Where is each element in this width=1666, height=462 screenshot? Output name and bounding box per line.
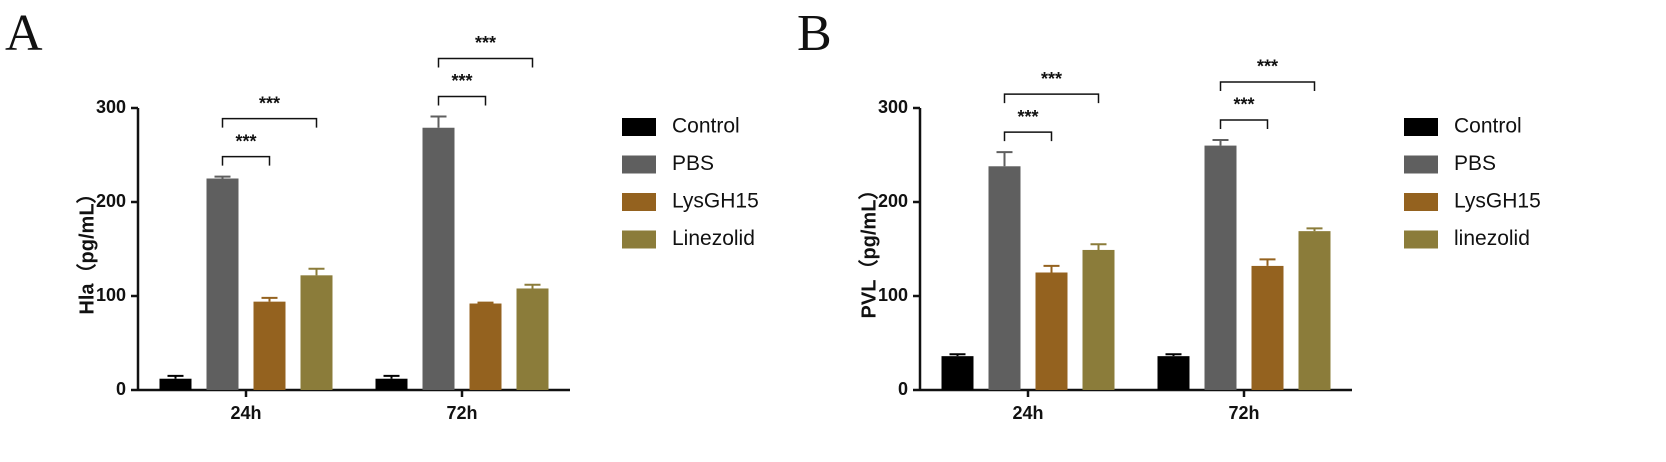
error-bar — [167, 374, 184, 379]
error-bar — [430, 115, 447, 128]
error-bar — [949, 353, 966, 357]
significance-bracket — [437, 95, 487, 106]
significance-label: *** — [259, 93, 280, 113]
error-bar — [308, 267, 325, 276]
bar — [375, 378, 408, 390]
bar — [1035, 272, 1068, 390]
bar — [159, 378, 192, 390]
legend-label: Control — [672, 115, 740, 138]
error-bar — [996, 151, 1013, 167]
y-axis-label: PVL（pg/mL） — [857, 180, 880, 319]
panel-label: B — [797, 5, 832, 62]
bar — [1157, 356, 1190, 390]
x-tick-label: 24h — [230, 403, 261, 423]
error-bar — [477, 301, 494, 304]
y-tick-label: 200 — [878, 191, 908, 211]
chart-panel: BPVL（pg/mL）010020030024h******72h******C… — [797, 5, 1541, 423]
significance-bracket — [221, 117, 318, 128]
y-tick-label: 200 — [96, 191, 126, 211]
bar — [469, 303, 502, 390]
significance-label: *** — [1257, 57, 1278, 77]
bar — [422, 127, 455, 391]
legend-label: linezolid — [1454, 227, 1530, 250]
legend-label: Control — [1454, 115, 1522, 138]
legend-swatch — [1404, 193, 1438, 211]
y-tick-label: 100 — [96, 285, 126, 305]
error-bar — [1259, 258, 1276, 266]
y-tick-label: 100 — [878, 285, 908, 305]
legend-swatch — [1404, 155, 1438, 174]
x-tick-label: 24h — [1012, 403, 1043, 423]
error-bar — [1165, 353, 1182, 357]
y-tick-label: 0 — [898, 379, 908, 399]
legend-label: PBS — [1454, 152, 1496, 175]
error-bar — [1090, 243, 1107, 250]
legend-swatch — [622, 155, 656, 174]
chart-panel: AHla（pg/mL）010020030024h******72h******C… — [5, 5, 759, 423]
significance-label: *** — [475, 33, 496, 53]
bar — [1298, 231, 1331, 390]
significance-bracket — [221, 155, 271, 166]
legend-swatch — [622, 230, 656, 249]
legend-swatch — [622, 118, 656, 136]
bar — [206, 178, 239, 390]
x-tick-label: 72h — [1228, 403, 1259, 423]
error-bar — [383, 374, 400, 379]
legend-swatch — [622, 193, 656, 211]
legend-label: LysGH15 — [672, 190, 759, 213]
bar — [988, 166, 1021, 390]
significance-bracket — [1003, 93, 1100, 104]
error-bar — [214, 175, 231, 179]
significance-bracket — [437, 57, 534, 68]
significance-label: *** — [235, 131, 256, 151]
bar — [1082, 249, 1115, 390]
panel-label: A — [5, 5, 43, 62]
error-bar — [524, 283, 541, 289]
y-tick-label: 300 — [878, 97, 908, 117]
error-bar — [1306, 227, 1323, 232]
bar — [1204, 145, 1237, 390]
legend-swatch — [1404, 230, 1438, 249]
y-tick-label: 300 — [96, 97, 126, 117]
legend-label: PBS — [672, 152, 714, 175]
bar — [941, 356, 974, 390]
significance-label: *** — [1017, 107, 1038, 127]
significance-label: *** — [1041, 69, 1062, 89]
legend-label: Linezolid — [672, 227, 755, 250]
error-bar — [1212, 138, 1229, 146]
legend-swatch — [1404, 118, 1438, 136]
y-tick-label: 0 — [116, 379, 126, 399]
error-bar — [1043, 264, 1060, 273]
significance-bracket — [1219, 119, 1269, 129]
bar — [1251, 265, 1284, 390]
y-axis-label: Hla（pg/mL） — [75, 183, 98, 314]
bar — [253, 301, 286, 390]
significance-label: *** — [451, 71, 472, 91]
bar — [300, 275, 333, 390]
legend-label: LysGH15 — [1454, 190, 1541, 213]
x-tick-label: 72h — [446, 403, 477, 423]
significance-bracket — [1003, 131, 1053, 142]
significance-bracket — [1219, 81, 1316, 91]
bar — [516, 288, 549, 390]
error-bar — [261, 296, 278, 302]
significance-label: *** — [1233, 95, 1254, 115]
